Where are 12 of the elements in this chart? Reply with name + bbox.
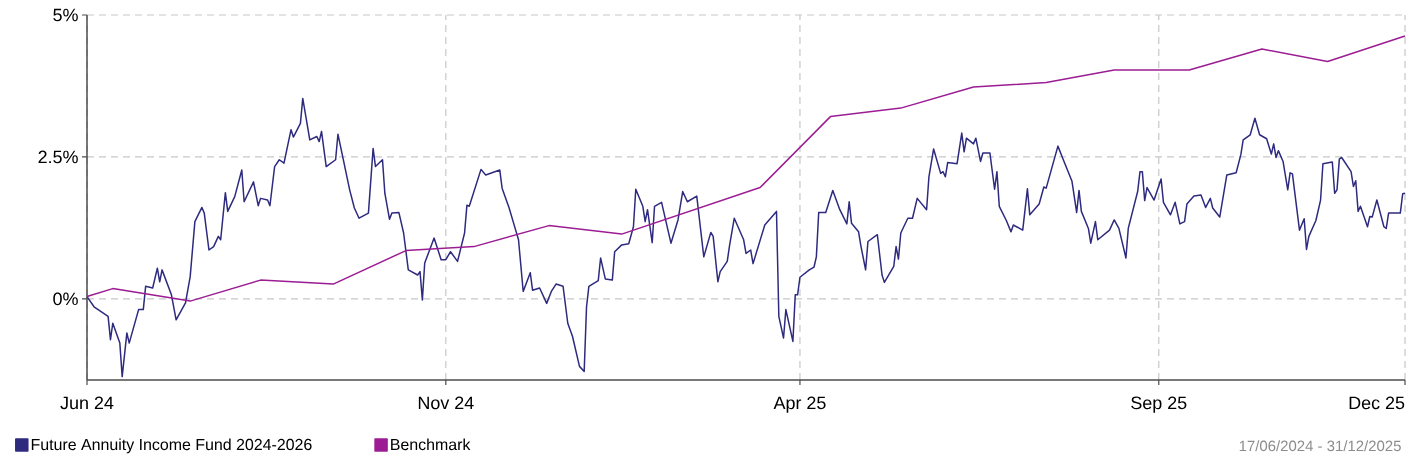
legend-label: Future Annuity Income Fund 2024-2026 xyxy=(31,438,312,454)
x-tick-label: Nov 24 xyxy=(418,396,474,410)
y-tick-label: 5% xyxy=(53,8,78,22)
x-tick-label: Dec 25 xyxy=(1349,396,1405,410)
x-tick-label: Jun 24 xyxy=(60,396,114,410)
x-tick-label: Sep 25 xyxy=(1131,396,1187,413)
legend-label: Benchmark xyxy=(391,438,471,451)
x-tick-label: Apr 25 xyxy=(773,396,826,413)
line-series xyxy=(86,35,1406,302)
y-tick-label: 0% xyxy=(53,292,78,306)
y-tick-label: 2.5% xyxy=(38,150,78,164)
text: 17/06/2024 - 31/12/2025 xyxy=(1239,440,1401,452)
